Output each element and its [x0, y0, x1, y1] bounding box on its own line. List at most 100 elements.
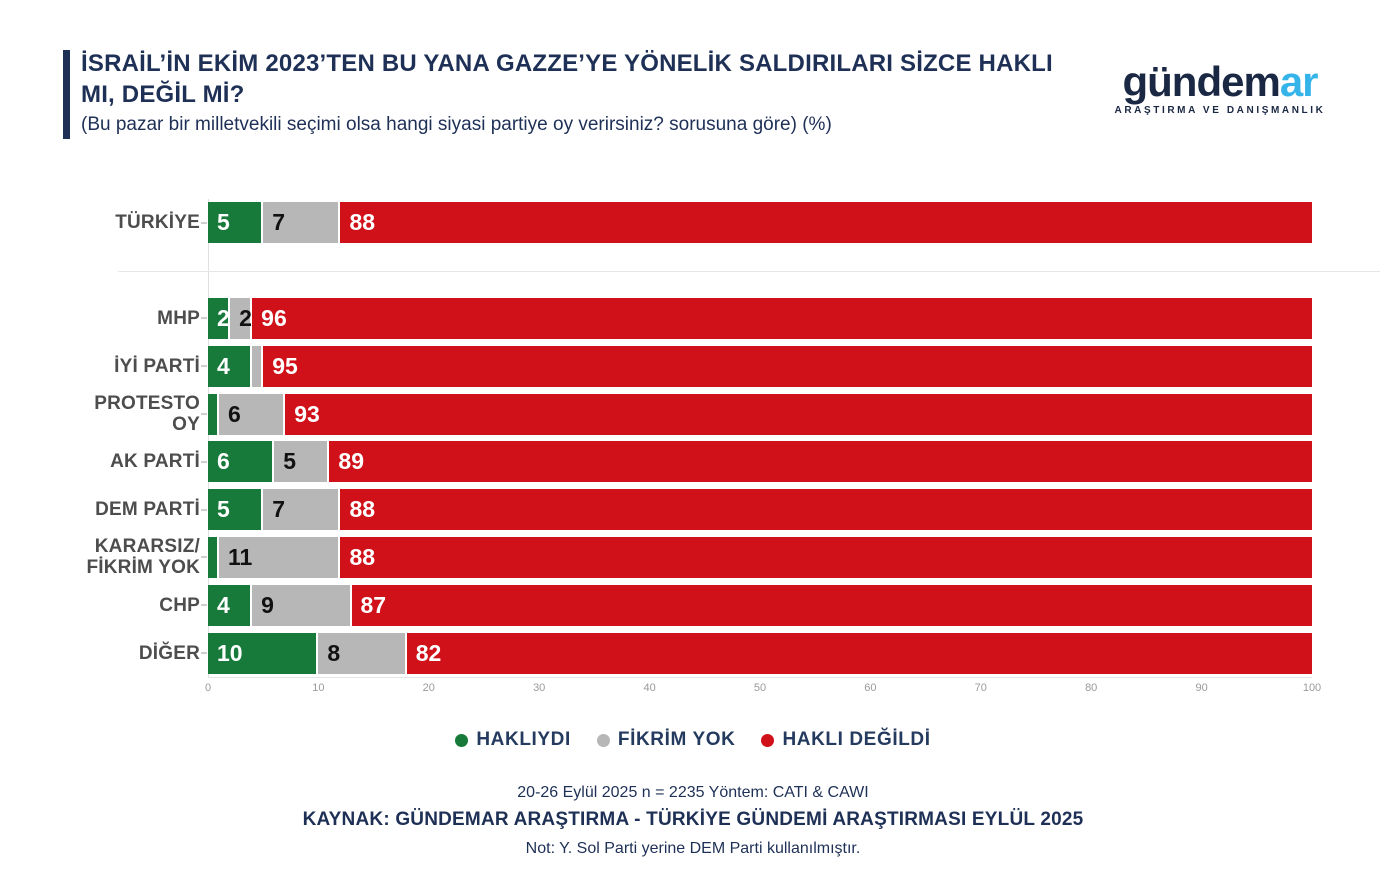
- bar-group: 2 2 96: [208, 297, 1312, 339]
- legend-item: FİKRİM YOK: [596, 729, 736, 751]
- category-tick: [200, 221, 208, 224]
- bar-value-label: 6: [228, 400, 241, 427]
- bar-segment-hakliydi: 5: [208, 202, 264, 244]
- x-axis-tick-label: 70: [974, 682, 987, 694]
- legend-label: HAKLI DEĞİLDİ: [782, 729, 931, 750]
- bar-segment-fikrim-yok: [252, 345, 264, 387]
- bar-segment-fikrim-yok: 2: [230, 297, 253, 339]
- x-axis-tick-label: 10: [312, 682, 325, 694]
- bar-segment-hakliydi: 2: [208, 297, 231, 339]
- page-title-line2: MI, DEĞİL Mİ?: [81, 81, 245, 108]
- bar-group: 4 9 87: [208, 584, 1312, 626]
- bar-value-label: 5: [283, 448, 297, 475]
- bar-segment-hakli-degildi: 88: [340, 536, 1312, 578]
- logo-wordmark: gündemar: [1108, 60, 1332, 104]
- logo-text-main: gündem: [1122, 58, 1280, 105]
- chart-row: DİĞER 10 8 82: [63, 629, 1380, 677]
- bar-segment-hakliydi: 5: [208, 489, 264, 531]
- x-axis-tick-label: 90: [1195, 682, 1208, 694]
- bar-value-label: 7: [272, 496, 285, 523]
- category-tick: [200, 556, 208, 559]
- bar-value-label: 93: [294, 400, 320, 427]
- category-label: KARARSIZ/FİKRİM YOK: [86, 536, 200, 579]
- bar-value-label: 6: [217, 448, 230, 475]
- bar-value-label: 2: [239, 304, 252, 331]
- bar-value-label: 9: [261, 591, 274, 618]
- chart-row: İYİ PARTİ 4 95: [63, 342, 1380, 390]
- bar-group: 6 5 89: [208, 441, 1312, 483]
- bar-value-label: 88: [349, 543, 376, 570]
- bar-group: 11 88: [208, 536, 1312, 578]
- legend-dot-icon: [761, 733, 775, 747]
- page-title: İSRAİL’İN EKİM 2023’TEN BU YANA GAZZE’YE…: [81, 48, 1091, 110]
- footer-source: KAYNAK: GÜNDEMAR ARAŞTIRMA - TÜRKİYE GÜN…: [302, 809, 1084, 830]
- bar-segment-hakli-degildi: 88: [340, 489, 1312, 531]
- x-axis-tick-label: 50: [753, 682, 767, 694]
- x-axis-tick-label: 40: [643, 682, 656, 694]
- bar-value-label: 11: [228, 543, 253, 570]
- bar-segment-hakliydi: [208, 393, 220, 435]
- bar-segment-fikrim-yok: 9: [252, 584, 352, 626]
- bar-value-label: 10: [217, 639, 243, 666]
- x-axis-tick-label: 80: [1085, 682, 1098, 694]
- bar-segment-fikrim-yok: 7: [263, 202, 341, 244]
- category-label: PROTESTO OY: [94, 393, 200, 436]
- footer-note: Not: Y. Sol Parti yerine DEM Parti kulla…: [525, 840, 861, 857]
- category-label: MHP: [157, 307, 200, 329]
- legend-label: HAKLIYDI: [476, 729, 571, 750]
- legend-dot-icon: [455, 733, 469, 747]
- x-axis-tick-label: 20: [422, 682, 435, 694]
- bar-segment-hakli-degildi: 82: [406, 632, 1312, 674]
- y-axis-line: [208, 199, 209, 678]
- bar-value-label: 95: [272, 352, 298, 379]
- x-axis-tick-label: 60: [864, 682, 877, 694]
- bar-value-label: 89: [338, 448, 365, 475]
- bar-segment-hakliydi: 10: [208, 632, 319, 674]
- bar-segment-hakli-degildi: 88: [340, 202, 1312, 244]
- bar-value-label: 8: [327, 639, 341, 666]
- logo-subtext: ARAŞTIRMA VE DANIŞMANLIK: [1114, 105, 1326, 116]
- bar-segment-fikrim-yok: 8: [318, 632, 407, 674]
- category-label: AK PARTİ: [110, 451, 200, 473]
- category-label: DEM PARTİ: [95, 499, 200, 521]
- bar-value-label: 5: [217, 209, 230, 236]
- bar-segment-hakli-degildi: 93: [285, 393, 1312, 435]
- category-tick: [200, 652, 208, 655]
- bar-group: 6 93: [208, 393, 1312, 435]
- gundemar-logo: gündemar ARAŞTIRMA VE DANIŞMANLIK: [1108, 60, 1332, 117]
- chart-row: CHP 4 9 87: [63, 581, 1380, 629]
- bar-segment-hakliydi: 4: [208, 584, 253, 626]
- bar-segment-hakli-degildi: 95: [263, 345, 1312, 387]
- legend-item: HAKLIYDI: [455, 729, 571, 751]
- footer-methodology: 20-26 Eylül 2025 n = 2235 Yöntem: CATI &…: [517, 784, 869, 801]
- bar-value-label: 88: [349, 496, 376, 523]
- bar-segment-hakliydi: 4: [208, 345, 253, 387]
- legend-dot-icon: [596, 733, 610, 747]
- bar-group: 5 7 88: [208, 202, 1312, 244]
- x-axis-tick-label: 0: [204, 682, 212, 694]
- x-axis-ticks: 0 10 20 30 40 50 60 70 80 90 100: [63, 682, 1380, 698]
- bar-segment-hakli-degildi: 87: [351, 584, 1312, 626]
- bar-value-label: 4: [217, 352, 230, 379]
- category-tick: [200, 508, 208, 511]
- stacked-bar-chart: TÜRKİYE 5 7 88 MHP 2 2 96 İYİ PARTİ 4 95 PROTESTO O…: [63, 199, 1380, 719]
- legend-label: FİKRİM YOK: [617, 729, 736, 750]
- x-axis-tick-label: 100: [1302, 682, 1322, 694]
- bar-value-label: 88: [349, 209, 376, 236]
- chart-rows: TÜRKİYE 5 7 88 MHP 2 2 96 İYİ PARTİ 4 95 PROTESTO O…: [63, 199, 1380, 677]
- chart-separator-row: [63, 247, 1380, 295]
- bar-segment-hakli-degildi: 96: [252, 297, 1312, 339]
- category-tick: [200, 604, 208, 607]
- category-label: DİĞER: [138, 642, 200, 664]
- bar-segment-fikrim-yok: 6: [219, 393, 286, 435]
- bar-value-label: 82: [415, 639, 442, 666]
- category-tick: [200, 317, 208, 320]
- chart-row: DEM PARTİ 5 7 88: [63, 486, 1380, 534]
- page-subtitle: (Bu pazar bir milletvekili seçimi olsa h…: [81, 114, 832, 135]
- logo-text-accent: ar: [1279, 58, 1319, 105]
- category-label: İYİ PARTİ: [114, 355, 200, 377]
- title-accent-bar: [63, 50, 70, 139]
- page-title-line1: İSRAİL’İN EKİM 2023’TEN BU YANA GAZZE’YE…: [81, 50, 1053, 77]
- bar-group: 4 95: [208, 345, 1312, 387]
